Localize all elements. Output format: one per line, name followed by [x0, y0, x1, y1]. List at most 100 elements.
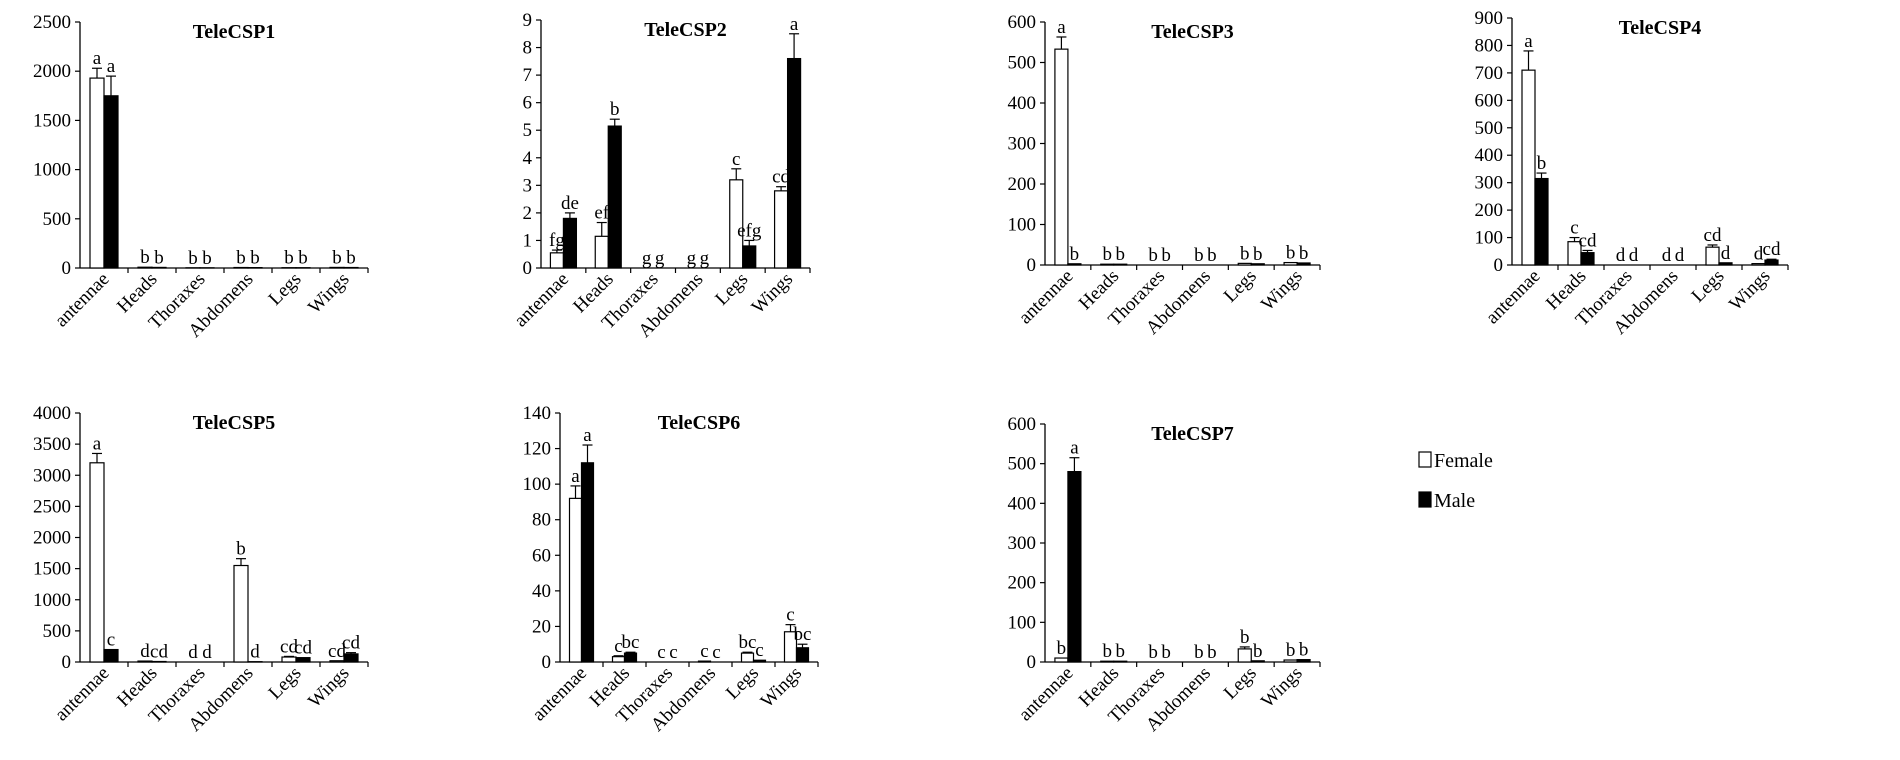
- bar-female: [1054, 48, 1069, 266]
- significance-letter: d: [1721, 243, 1731, 264]
- y-tick-label: 400: [1008, 93, 1037, 114]
- legend: Female Male: [1418, 450, 1493, 512]
- x-tick-label: Wings: [1257, 266, 1306, 315]
- bar-male: [742, 245, 757, 269]
- significance-letter: cd: [328, 641, 346, 662]
- y-tick-label: 900: [1475, 8, 1504, 29]
- bar-male: [1113, 263, 1128, 266]
- y-tick-label: 100: [1008, 215, 1037, 236]
- significance-letter: g: [642, 248, 652, 269]
- significance-letter: b: [284, 248, 294, 269]
- significance-letter: c: [732, 149, 740, 170]
- x-tick-label: antennae: [1015, 266, 1078, 329]
- significance-letter: d: [140, 641, 150, 662]
- bar-male: [1067, 263, 1082, 266]
- significance-letter: fg: [549, 230, 565, 251]
- y-tick-label: 80: [532, 510, 551, 531]
- bar-female: [594, 235, 609, 269]
- y-tick-label: 6: [523, 93, 533, 114]
- y-tick-label: 600: [1475, 90, 1504, 111]
- bar-male: [1296, 659, 1311, 663]
- y-tick-label: 3000: [33, 465, 71, 486]
- significance-letter: cd: [1763, 239, 1781, 260]
- significance-letter: b: [298, 248, 308, 269]
- y-tick-label: 7: [523, 65, 533, 86]
- significance-letter: d: [1754, 244, 1764, 265]
- chart-panel-6: TeleCSP6020406080100120140antennaeaaHead…: [523, 403, 819, 736]
- y-tick-label: 1: [523, 230, 533, 251]
- y-tick-label: 500: [43, 621, 72, 642]
- y-tick-label: 200: [1008, 573, 1037, 594]
- significance-letter: a: [93, 433, 102, 454]
- bar-male: [151, 266, 167, 269]
- y-tick-label: 1500: [33, 559, 71, 580]
- chart-title: TeleCSP2: [644, 19, 727, 41]
- significance-letter: b: [1240, 627, 1250, 648]
- significance-letter: b: [1240, 243, 1250, 264]
- y-tick-label: 60: [532, 545, 551, 566]
- x-tick-label: Wings: [304, 269, 353, 318]
- y-tick-label: 0: [62, 258, 72, 279]
- significance-letter: b: [188, 248, 198, 269]
- significance-letter: c: [669, 642, 677, 663]
- significance-letter: b: [1103, 244, 1113, 265]
- significance-letter: d: [1616, 245, 1626, 266]
- bar-female: [773, 190, 789, 269]
- y-tick-label: 2000: [33, 528, 71, 549]
- y-tick-label: 5: [523, 120, 533, 141]
- significance-letter: c: [1570, 218, 1578, 239]
- significance-letter: cd: [150, 642, 168, 663]
- bar-female: [89, 77, 105, 269]
- chart-panel-7: TeleCSP70100200300400500600antennaebaHea…: [1008, 414, 1321, 736]
- bar-male: [580, 462, 595, 663]
- significance-letter: bc: [739, 632, 757, 653]
- x-tick-label: Legs: [1220, 266, 1261, 307]
- x-tick-label: antennae: [510, 269, 573, 332]
- x-tick-label: Wings: [748, 269, 797, 318]
- significance-letter: b: [1253, 641, 1263, 662]
- chart-panel-5: TeleCSP5 0 500 1000 1500 2000 2500 3000 3500 4000…: [33, 403, 369, 736]
- y-tick-label: 700: [1475, 63, 1504, 84]
- significance-letter: b: [154, 247, 164, 268]
- x-tick-label: antennae: [51, 663, 114, 726]
- bar-male: [623, 652, 638, 663]
- bar-female: [549, 252, 565, 269]
- y-tick-label: 800: [1475, 35, 1504, 56]
- significance-letter: a: [790, 14, 799, 35]
- chart-title: TeleCSP7: [1151, 423, 1234, 445]
- chart-panel-3: TeleCSP30100200300400500600antennaeabHea…: [1008, 12, 1321, 339]
- y-tick-label: 100: [1008, 612, 1037, 633]
- bar-male: [1250, 263, 1265, 266]
- bar-female: [1521, 69, 1536, 266]
- significance-letter: cd: [280, 636, 298, 657]
- y-tick-label: 400: [1475, 145, 1504, 166]
- significance-letter: b: [346, 248, 356, 269]
- significance-letter: cd: [294, 638, 312, 659]
- bar-male: [1113, 660, 1128, 663]
- significance-letter: b: [1148, 642, 1158, 663]
- significance-letter: ef: [594, 203, 609, 224]
- significance-letter: b: [1148, 245, 1158, 266]
- significance-letter: cd: [772, 167, 790, 188]
- significance-letter: d: [1662, 245, 1672, 266]
- y-tick-label: 1000: [33, 590, 71, 611]
- significance-letter: cd: [1704, 225, 1722, 246]
- significance-letter: a: [93, 48, 102, 69]
- significance-letter: b: [202, 248, 212, 269]
- y-tick-label: 1000: [33, 160, 71, 181]
- bar-male: [1580, 252, 1595, 266]
- x-tick-label: Legs: [265, 663, 306, 704]
- x-tick-label: antennae: [528, 663, 591, 726]
- y-tick-label: 8: [523, 38, 533, 59]
- significance-letter: d: [188, 642, 198, 663]
- y-tick-label: 400: [1008, 493, 1037, 514]
- bar-female: [233, 564, 249, 663]
- x-tick-label: Legs: [265, 269, 306, 310]
- bar-male: [103, 648, 119, 663]
- y-tick-label: 0: [62, 652, 72, 673]
- significance-letter: a: [107, 56, 116, 77]
- significance-letter: d: [1629, 245, 1639, 266]
- bar-female: [89, 462, 105, 663]
